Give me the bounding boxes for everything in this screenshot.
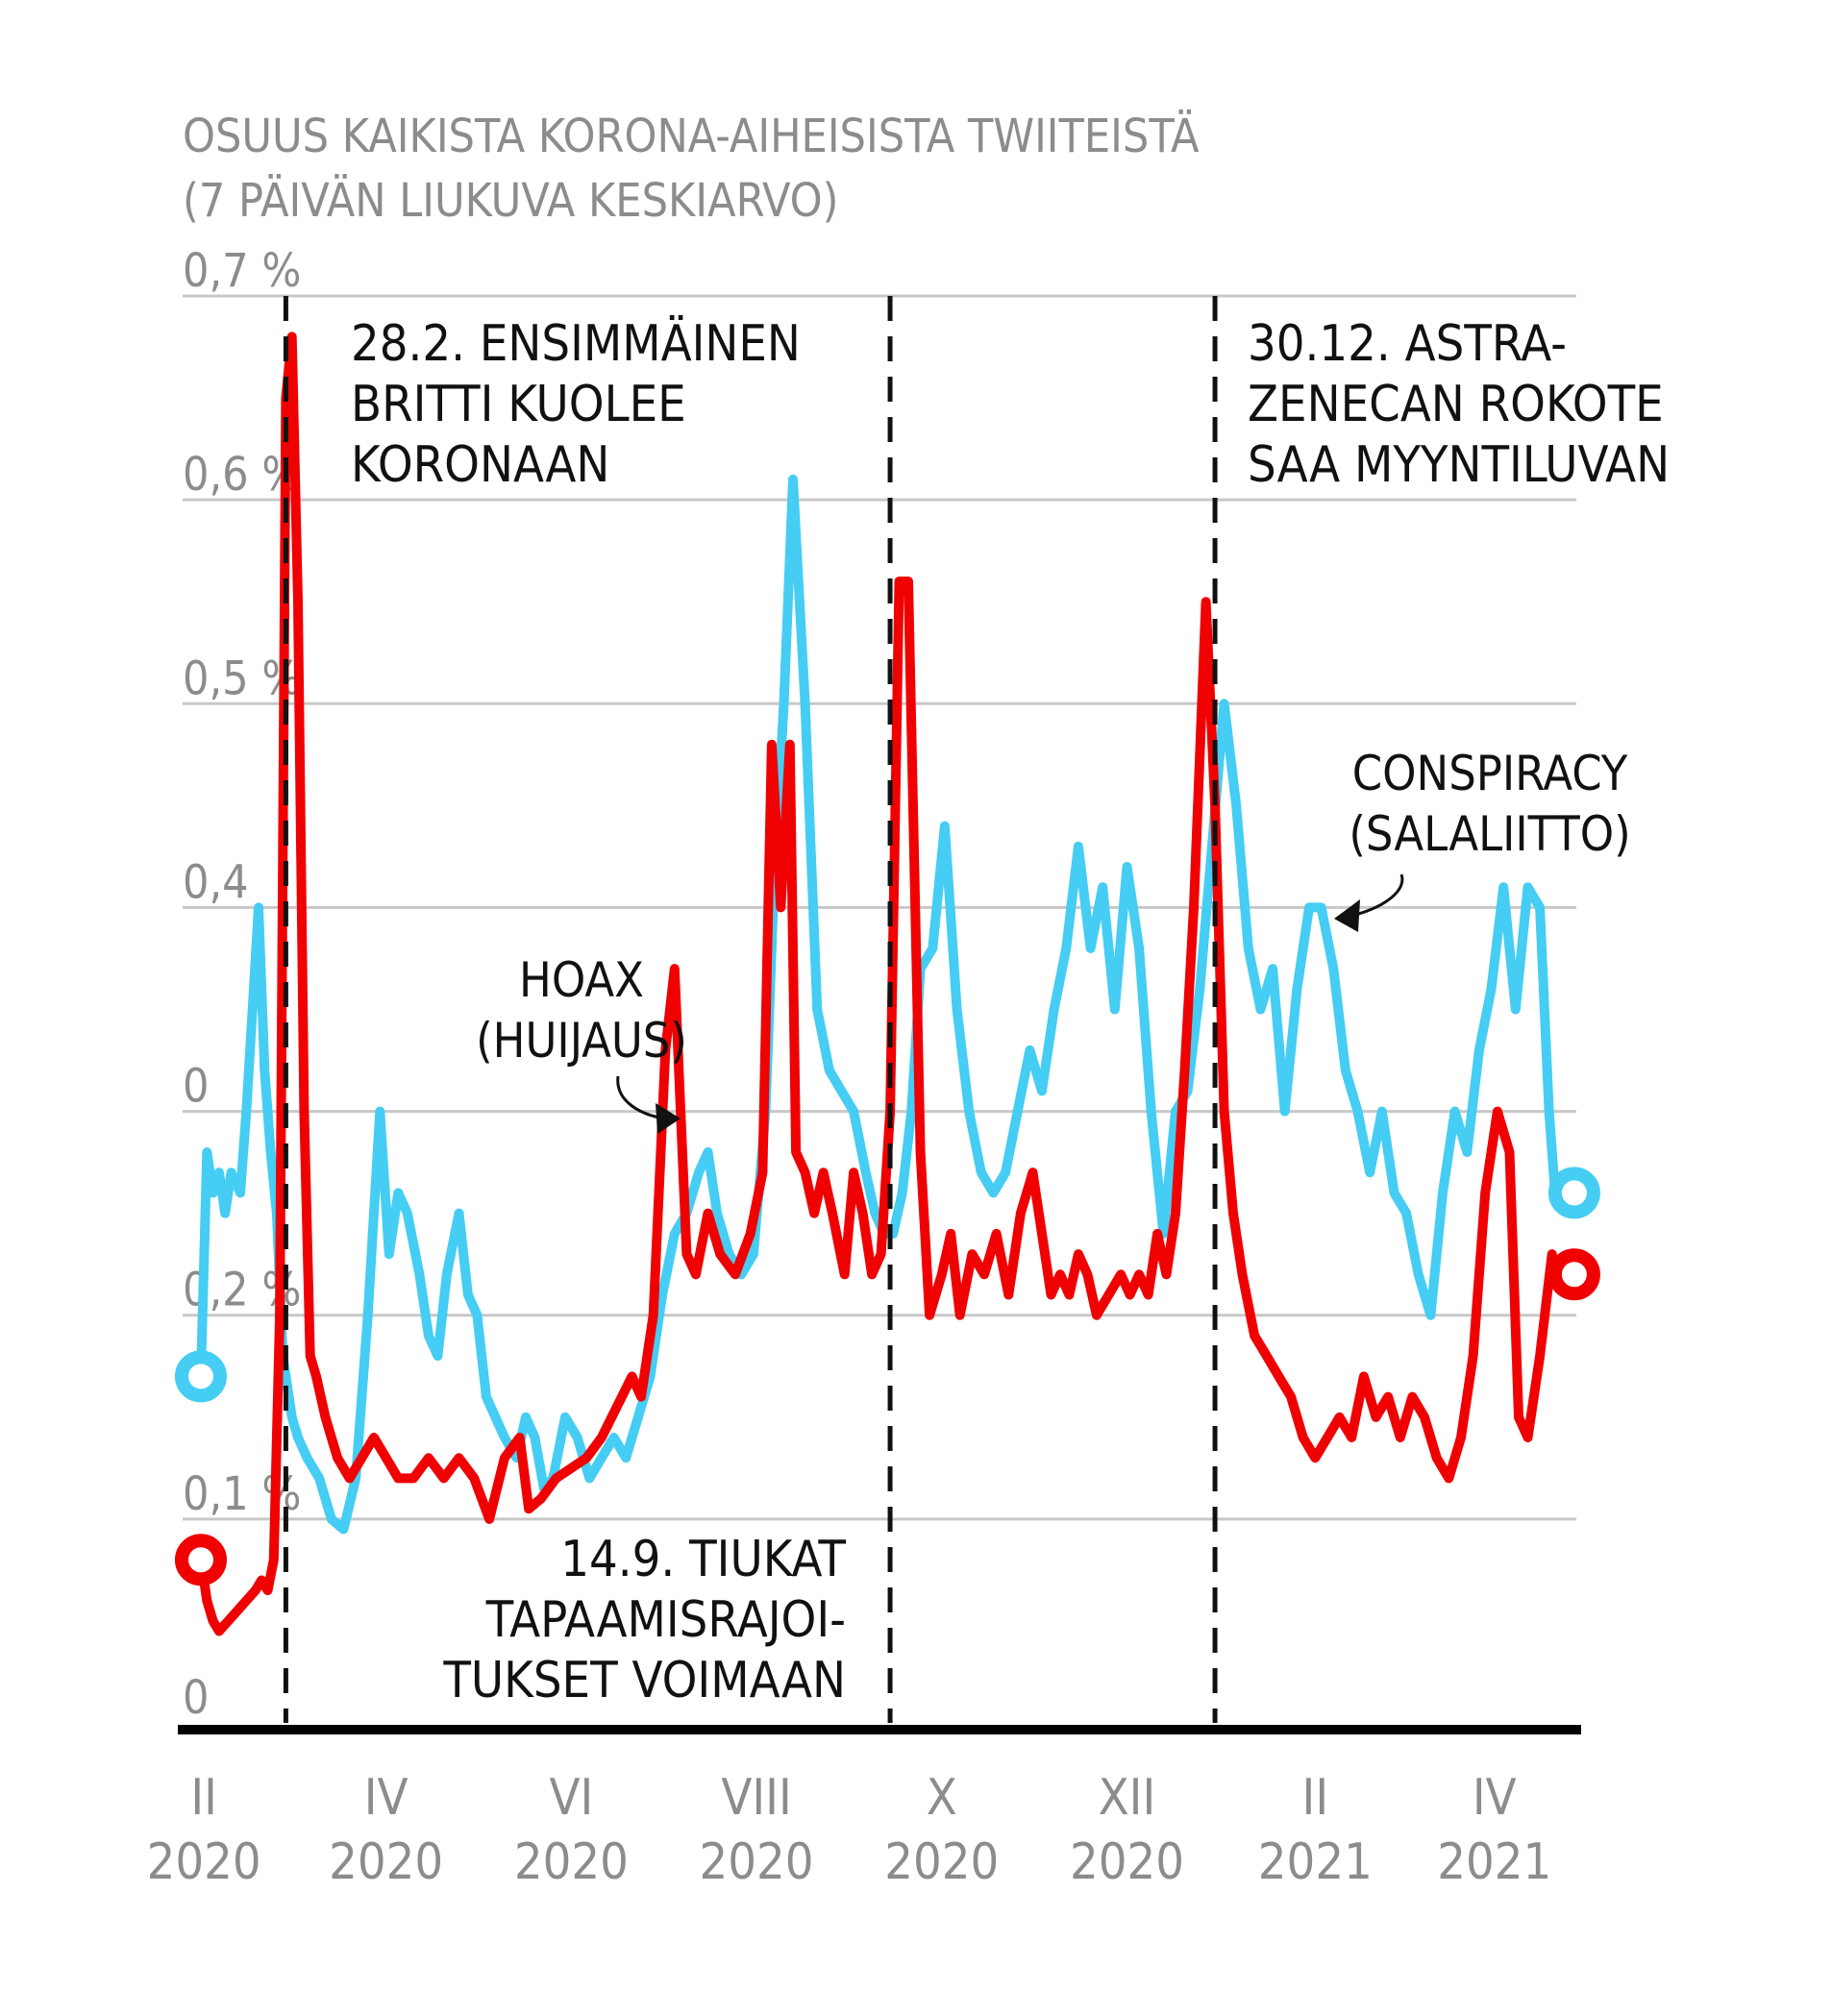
x-tick-year: 2020: [147, 1833, 261, 1891]
series-label: HOAX: [519, 952, 644, 1008]
x-tick-year: 2020: [1070, 1833, 1184, 1891]
x-tick-month: XII: [1099, 1769, 1156, 1827]
x-tick-month: II: [190, 1769, 217, 1827]
x-tick-month: X: [927, 1769, 957, 1827]
x-tick-month: IV: [1473, 1769, 1517, 1827]
event-annotation: TUKSET VOIMAAN: [442, 1652, 846, 1709]
event-annotation: ZENECAN ROKOTE: [1248, 376, 1664, 433]
chart-subtitle: (7 PÄIVÄN LIUKUVA KESKIARVO): [183, 174, 838, 228]
chart-title: OSUUS KAIKISTA KORONA-AIHEISISTA TWIITEI…: [183, 110, 1200, 163]
label-arrowhead: [656, 1103, 681, 1134]
series-lines: [174, 332, 1600, 1636]
series-label: CONSPIRACY: [1352, 746, 1628, 801]
series-label: (HUIJAUS): [476, 1013, 687, 1069]
y-tick-label: 0: [183, 1060, 209, 1114]
event-annotation: 28.2. ENSIMMÄINEN: [351, 314, 801, 373]
series-end-marker: [1547, 1248, 1600, 1301]
series-start-marker: [174, 1350, 227, 1403]
gridlines: [183, 294, 1576, 1521]
y-tick-label: 0,4: [183, 855, 249, 909]
x-tick-year: 2021: [1437, 1833, 1551, 1891]
series-line-0: [196, 474, 1560, 1535]
y-tick-label: 0,1 %: [183, 1467, 301, 1521]
y-tick-label: 0,7 %: [183, 244, 301, 298]
y-tick-label: 0: [183, 1671, 209, 1725]
x-axis: II 2020 IV 2020 VI 2020 VIII 2020 X 2020 XII 2020 II…: [147, 1725, 1581, 1891]
label-arrowhead: [1334, 899, 1360, 932]
series-start-marker: [174, 1534, 227, 1586]
x-tick-month: VI: [549, 1769, 593, 1827]
series-label: (SALALIITTO): [1349, 806, 1630, 862]
event-annotation: TAPAAMISRAJOI-: [485, 1591, 846, 1649]
x-tick-year: 2020: [329, 1833, 443, 1891]
series-end-marker: [1547, 1167, 1600, 1219]
event-annotation: BRITTI KUOLEE: [351, 376, 686, 433]
event-annotation: KORONAAN: [351, 436, 609, 494]
series-labels: CONSPIRACY(SALALIITTO) HOAX(HUIJAUS): [476, 746, 1631, 1134]
x-tick-month: VIII: [721, 1769, 791, 1827]
x-tick-month: II: [1302, 1769, 1329, 1827]
x-tick-year: 2020: [884, 1833, 999, 1891]
event-annotation: 30.12. ASTRA-: [1248, 315, 1567, 373]
x-tick-year: 2020: [514, 1833, 629, 1891]
x-tick-year: 2020: [700, 1833, 814, 1891]
x-tick-year: 2021: [1258, 1833, 1373, 1891]
series-line-1: [196, 332, 1560, 1636]
event-annotation: SAA MYYNTILUVAN: [1248, 436, 1670, 494]
x-tick-month: IV: [364, 1769, 408, 1827]
event-annotation: 14.9. TIUKAT: [560, 1531, 846, 1588]
